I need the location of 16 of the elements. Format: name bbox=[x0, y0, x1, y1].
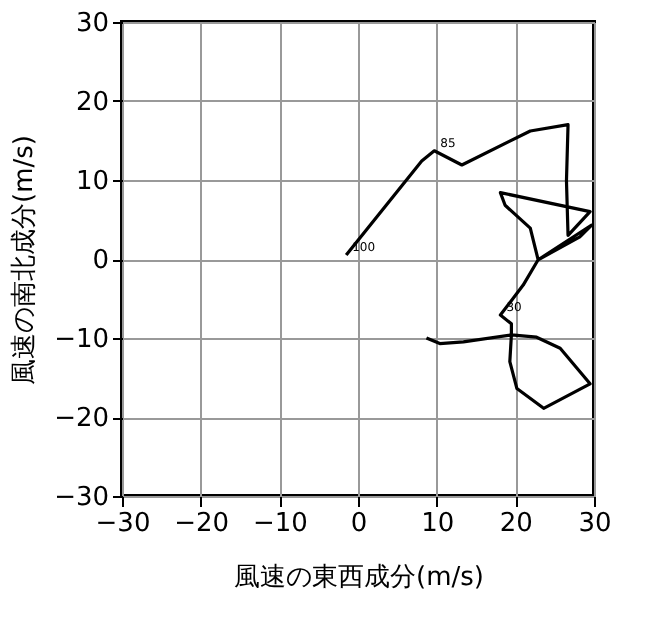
x-tick-label: −20 bbox=[174, 509, 230, 539]
y-tick-label: 30 bbox=[75, 9, 109, 39]
y-axis-title: 風速の南北成分(m/s) bbox=[10, 135, 41, 385]
y-tick-label: 0 bbox=[92, 246, 109, 276]
x-tick-label: 30 bbox=[578, 509, 612, 539]
x-tick-label: 0 bbox=[350, 509, 368, 539]
y-tick-label: 10 bbox=[75, 167, 109, 197]
x-tick-label: 20 bbox=[499, 509, 533, 539]
y-tick-label: −20 bbox=[54, 404, 109, 434]
y-tick-label: −10 bbox=[54, 325, 109, 355]
x-tick-label: −30 bbox=[95, 509, 151, 539]
x-tick-label: −10 bbox=[252, 509, 308, 539]
x-axis-title: 風速の東西成分(m/s) bbox=[234, 563, 484, 593]
x-tick-label: 10 bbox=[421, 509, 455, 539]
y-tick-label: −30 bbox=[54, 483, 109, 513]
y-tick-label: 20 bbox=[75, 88, 109, 118]
